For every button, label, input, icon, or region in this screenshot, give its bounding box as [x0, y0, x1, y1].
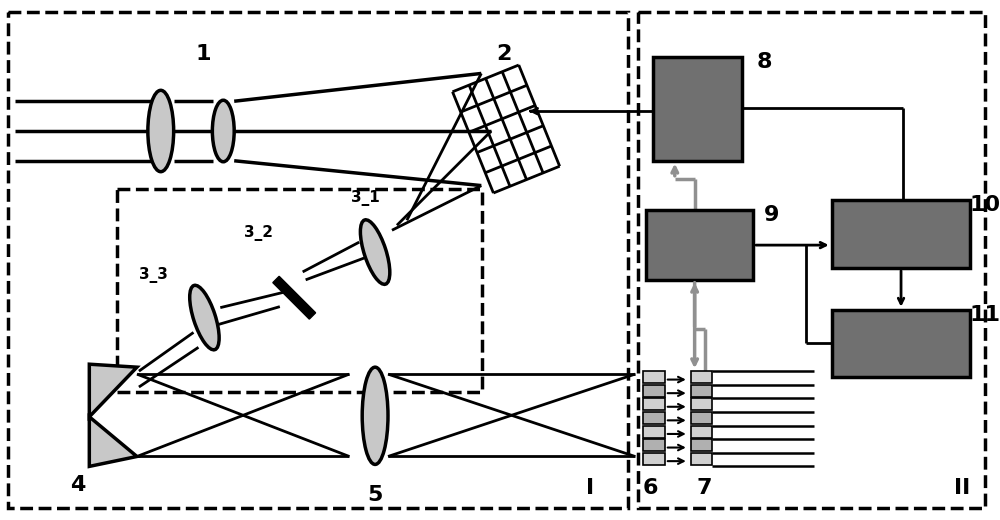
Ellipse shape — [212, 100, 234, 162]
Bar — [643, 439, 665, 451]
Bar — [691, 412, 712, 424]
Bar — [832, 201, 970, 268]
Bar — [8, 12, 628, 508]
Ellipse shape — [148, 90, 174, 172]
Text: I: I — [586, 478, 594, 498]
Bar — [691, 425, 712, 437]
Bar — [691, 398, 712, 410]
Bar — [273, 276, 316, 319]
Text: 5: 5 — [367, 485, 383, 505]
Ellipse shape — [360, 220, 390, 284]
Text: 6: 6 — [642, 478, 658, 498]
Text: 8: 8 — [756, 51, 772, 72]
Polygon shape — [89, 417, 137, 466]
Bar — [691, 439, 712, 451]
Bar — [117, 189, 482, 392]
Bar — [691, 371, 712, 383]
Text: 11: 11 — [970, 305, 1000, 324]
Text: 4: 4 — [70, 475, 85, 495]
Bar — [638, 12, 985, 508]
Text: 1: 1 — [196, 44, 211, 63]
Bar — [643, 371, 665, 383]
Text: 10: 10 — [970, 196, 1000, 215]
Text: II: II — [954, 478, 971, 498]
Text: 2: 2 — [496, 44, 512, 63]
Text: 9: 9 — [764, 205, 780, 225]
Text: 3_3: 3_3 — [139, 267, 168, 283]
Bar — [646, 211, 753, 280]
Ellipse shape — [362, 367, 388, 464]
Bar — [691, 385, 712, 397]
Bar — [643, 425, 665, 437]
Text: 3_1: 3_1 — [351, 190, 380, 206]
Bar — [653, 57, 742, 161]
Text: 3_2: 3_2 — [244, 225, 273, 241]
Bar — [643, 453, 665, 465]
Ellipse shape — [190, 285, 219, 350]
Bar — [643, 412, 665, 424]
Bar — [643, 385, 665, 397]
Bar — [832, 309, 970, 377]
Bar — [691, 453, 712, 465]
Bar — [643, 398, 665, 410]
Text: 7: 7 — [697, 478, 712, 498]
Polygon shape — [89, 364, 137, 417]
